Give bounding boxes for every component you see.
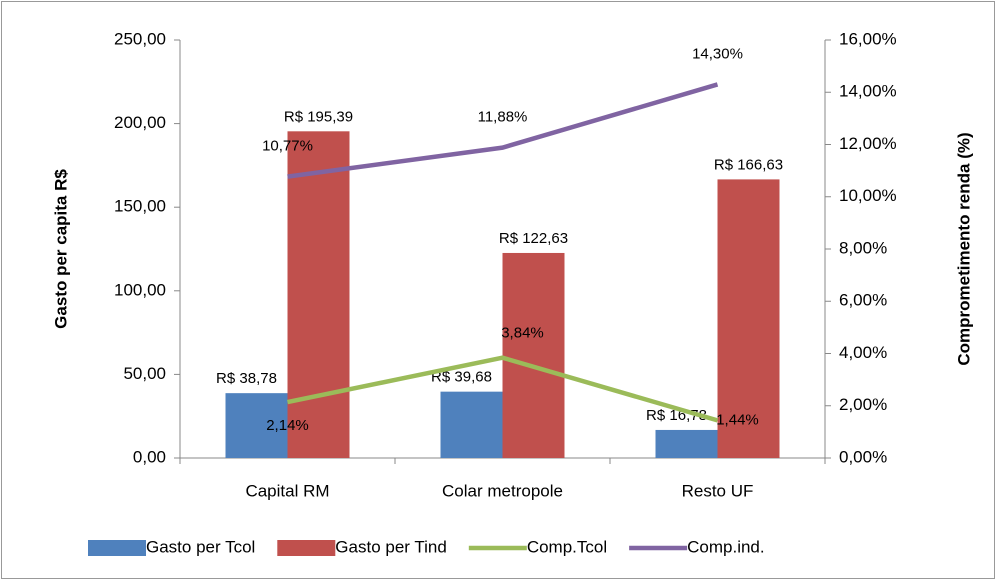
y-tick-label: 50,00 [123,364,166,383]
bar [225,393,288,458]
y-tick-label: 200,00 [114,113,166,132]
bar-value-label: R$ 39,68 [431,369,492,386]
line-value-label: 3,84% [501,325,544,342]
line-value-label: 10,77% [262,138,313,155]
line-value-label: 2,14% [266,417,309,434]
y2-tick-label: 10,00% [839,186,897,205]
y-tick-label: 150,00 [114,197,166,216]
bar [717,179,780,458]
x-tick-label: Capital RM [245,481,329,500]
bar-value-label: R$ 195,39 [284,108,353,125]
bar [440,391,503,458]
line [287,82,719,179]
bar [502,252,565,458]
y2-tick-label: 12,00% [839,134,897,153]
y2-tick-label: 16,00% [839,29,897,48]
legend-label: Comp.ind. [687,537,764,556]
y-tick-label: 100,00 [114,280,166,299]
line-value-label: 14,30% [692,45,743,62]
bar-value-label: R$ 38,78 [216,370,277,387]
bar-value-label: R$ 166,63 [714,156,783,173]
line-value-label: 11,88% [478,109,528,126]
y2-tick-label: 14,00% [839,82,897,101]
y-tick-label: 250,00 [114,29,166,48]
bar-value-label: R$ 122,63 [499,230,568,247]
bar [655,429,718,458]
bar [287,131,350,458]
x-tick-label: Colar metropole [442,481,563,500]
legend-swatch [88,540,146,556]
y2-tick-label: 2,00% [839,395,887,414]
legend-label: Comp.Tcol [527,537,607,556]
y-tick-label: 0,00 [133,447,166,466]
legend-label: Gasto per Tind [335,537,447,556]
legend-swatch [277,540,336,556]
y-axis-title: Gasto per capita R$ [51,169,70,329]
y2-tick-label: 6,00% [839,291,887,310]
y2-axis-title: Comprometimento renda (%) [954,132,973,365]
y2-tick-label: 0,00% [839,447,887,466]
line [287,355,719,423]
x-tick-label: Resto UF [682,481,754,500]
y2-tick-label: 4,00% [839,343,887,362]
y2-tick-label: 8,00% [839,238,887,257]
line-value-label: 1,44% [716,411,759,428]
legend-label: Gasto per Tcol [146,537,255,556]
